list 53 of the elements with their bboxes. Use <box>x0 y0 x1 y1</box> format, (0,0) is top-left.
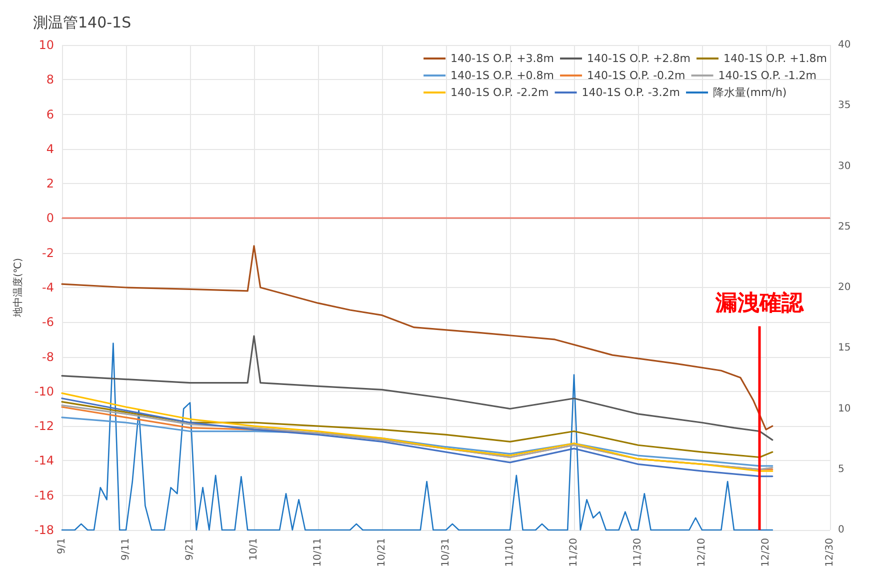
y2-tick-label: 40 <box>838 40 851 50</box>
y-tick-label: -10 <box>34 384 54 398</box>
x-tick-label: 9/21 <box>184 538 196 560</box>
y-tick-label: 4 <box>46 142 54 156</box>
line-series <box>61 342 774 531</box>
y-axis-title: 地中温度(℃) <box>12 258 24 318</box>
y-tick-label: -16 <box>34 488 54 502</box>
x-tick-label: 10/21 <box>376 538 388 567</box>
y-tick-label: -8 <box>42 350 54 364</box>
x-tick-label: 10/1 <box>248 538 260 560</box>
legend-label: 140-1S O.P. +2.8m <box>587 52 691 65</box>
y-tick-label: -4 <box>42 280 54 294</box>
x-tick-label: 12/10 <box>696 538 708 567</box>
x-tick-label: 11/30 <box>632 538 644 567</box>
x-tick-label: 11/10 <box>504 538 516 567</box>
y2-tick-label: 5 <box>838 464 844 475</box>
legend-label: 140-1S O.P. +3.8m <box>450 52 554 65</box>
y-tick-label: -12 <box>34 419 54 434</box>
legend-label: 降水量(mm/h) <box>713 86 787 99</box>
y2-tick-label: 15 <box>838 342 851 354</box>
y-tick-label: 8 <box>46 72 54 87</box>
x-tick-label: 12/20 <box>760 538 772 567</box>
legend-label: 140-1S O.P. +1.8m <box>724 52 828 65</box>
y2-tick-label: 30 <box>838 160 851 172</box>
line-series <box>61 335 774 441</box>
y2-tick-label: 10 <box>838 403 851 414</box>
x-tick-label: 9/11 <box>120 538 132 560</box>
y-tick-label: 0 <box>46 211 54 226</box>
x-tick-label: 10/11 <box>312 538 324 567</box>
y-tick-label: 10 <box>38 38 54 52</box>
x-tick-label: 12/30 <box>824 538 836 567</box>
y-tick-label: -18 <box>34 523 54 537</box>
ref-line-label: 漏洩確認 <box>714 290 805 316</box>
y2-tick-label: 20 <box>838 282 851 293</box>
y-tick-label: -6 <box>42 315 54 330</box>
chart-title: 測温管140-1S <box>33 14 132 32</box>
y-tick-label: 2 <box>46 176 54 191</box>
line-series <box>61 401 774 458</box>
legend-label: 140-1S O.P. -1.2m <box>718 69 817 82</box>
x-tick-label: 10/31 <box>440 538 452 567</box>
y2-tick-label: 0 <box>838 524 844 536</box>
y-tick-label: -14 <box>34 454 54 468</box>
legend-label: 140-1S O.P. +0.8m <box>450 69 554 82</box>
line-series <box>61 416 774 467</box>
legend-label: 140-1S O.P. -2.2m <box>450 86 549 99</box>
y-tick-label: -2 <box>42 246 54 260</box>
y2-tick-label: 35 <box>838 100 851 112</box>
x-tick-label: 9/1 <box>56 538 68 554</box>
y2-tick-label: 25 <box>838 221 851 232</box>
legend-label: 140-1S O.P. -3.2m <box>582 86 680 99</box>
legend-label: 140-1S O.P. -0.2m <box>587 69 686 82</box>
y-tick-label: 6 <box>46 107 54 122</box>
x-tick-label: 11/20 <box>568 538 580 567</box>
